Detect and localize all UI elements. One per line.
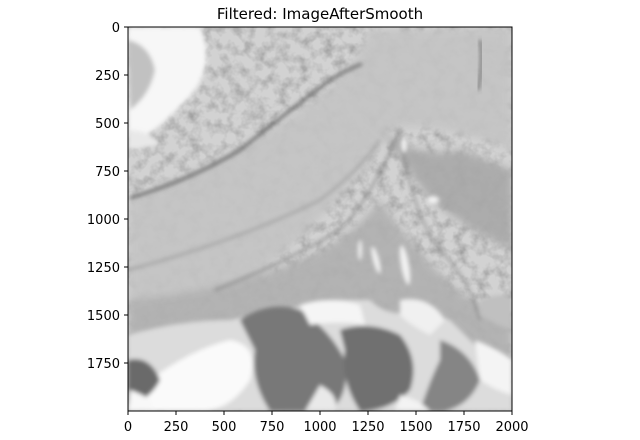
y-tick-label: 750 [95, 165, 120, 180]
x-tick-label: 0 [124, 420, 132, 435]
chart-title: Filtered: ImageAfterSmooth [217, 5, 423, 23]
x-tick-label: 500 [212, 420, 237, 435]
x-tick-label: 1500 [399, 420, 432, 435]
x-axis: 0 250 500 750 1000 1250 1500 1750 2000 [124, 411, 529, 435]
y-tick-label: 500 [95, 117, 120, 132]
x-tick-label: 250 [164, 420, 189, 435]
y-tick-label: 1500 [87, 309, 120, 324]
y-tick-label: 250 [95, 69, 120, 84]
x-tick-label: 1750 [447, 420, 480, 435]
y-tick-label: 1250 [87, 261, 120, 276]
y-tick-label: 1000 [87, 213, 120, 228]
x-tick-label: 1250 [351, 420, 384, 435]
y-tick-label: 1750 [87, 357, 120, 372]
x-tick-label: 750 [260, 420, 285, 435]
y-axis: 0 250 500 750 1000 1250 1500 1750 [87, 21, 128, 372]
image-area [128, 27, 512, 411]
x-tick-label: 1000 [303, 420, 336, 435]
x-tick-label: 2000 [495, 420, 528, 435]
y-tick-label: 0 [112, 21, 120, 36]
